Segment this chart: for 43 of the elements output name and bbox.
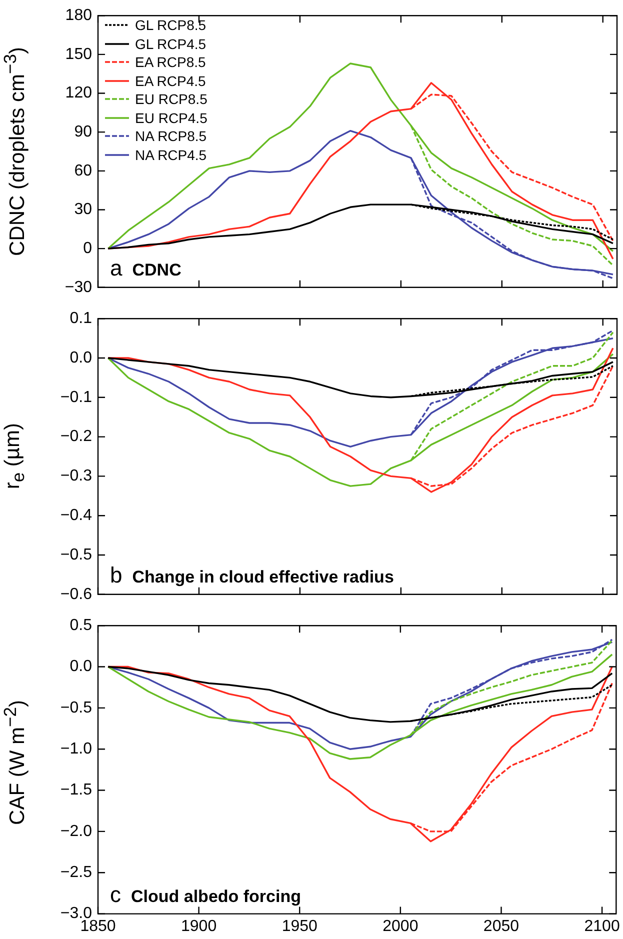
legend-label: NA RCP8.5	[135, 127, 207, 146]
legend-label: EU RCP4.5	[135, 108, 208, 127]
text: CDNC	[132, 260, 182, 280]
y-tick-label: −30	[64, 278, 92, 296]
y-tick-label: −0.6	[60, 586, 92, 603]
y-tick-label: 0.0	[70, 658, 92, 676]
y-tick-label: 0.0	[70, 349, 92, 366]
y-tick-label: −2.5	[60, 864, 92, 882]
legend-label: GL RCP4.5	[135, 34, 206, 53]
x-tick-label: 2100	[584, 918, 620, 935]
y-tick-label: −2.0	[60, 822, 92, 840]
text: Change in cloud effective radius	[132, 567, 394, 586]
y-tick-label: 180	[65, 7, 92, 24]
y-tick-label: 30	[74, 201, 92, 218]
y-tick-label: −1.0	[60, 740, 92, 758]
annotation: a	[110, 255, 123, 280]
y-tick-label: −0.1	[60, 388, 92, 406]
y-tick-label: 90	[74, 123, 92, 140]
x-tick-label: 1850	[80, 918, 116, 935]
legend-label: EU RCP8.5	[135, 90, 208, 108]
y-tick-label: −1.5	[60, 782, 92, 799]
y-tick-label: −0.3	[60, 468, 92, 485]
text: Cloud albedo forcing	[131, 886, 301, 906]
annotation: c	[110, 882, 121, 907]
y-tick-label: 0.1	[70, 310, 92, 328]
legend-label: NA RCP4.5	[135, 146, 207, 164]
legend-label: GL RCP8.5	[135, 16, 206, 34]
x-tick-label: 1900	[181, 918, 217, 935]
y-tick-label: −0.5	[60, 546, 92, 564]
y-tick-label: 0.5	[70, 617, 92, 634]
x-tick-label: 1950	[282, 918, 318, 935]
legend-label: EA RCP8.5	[135, 53, 206, 72]
legend-label: EA RCP4.5	[135, 72, 206, 90]
x-tick-label: 2050	[483, 918, 520, 935]
x-tick-label: 2000	[382, 918, 418, 935]
y-tick-label: 0	[83, 240, 92, 257]
y-tick-label: −0.5	[60, 699, 92, 716]
annotation: b	[110, 562, 122, 588]
y-tick-label: 150	[65, 46, 92, 63]
y-tick-label: −0.4	[60, 507, 92, 524]
y-tick-label: 60	[74, 162, 92, 180]
y-tick-label: 120	[65, 84, 92, 102]
y-tick-label: −0.2	[60, 428, 92, 446]
